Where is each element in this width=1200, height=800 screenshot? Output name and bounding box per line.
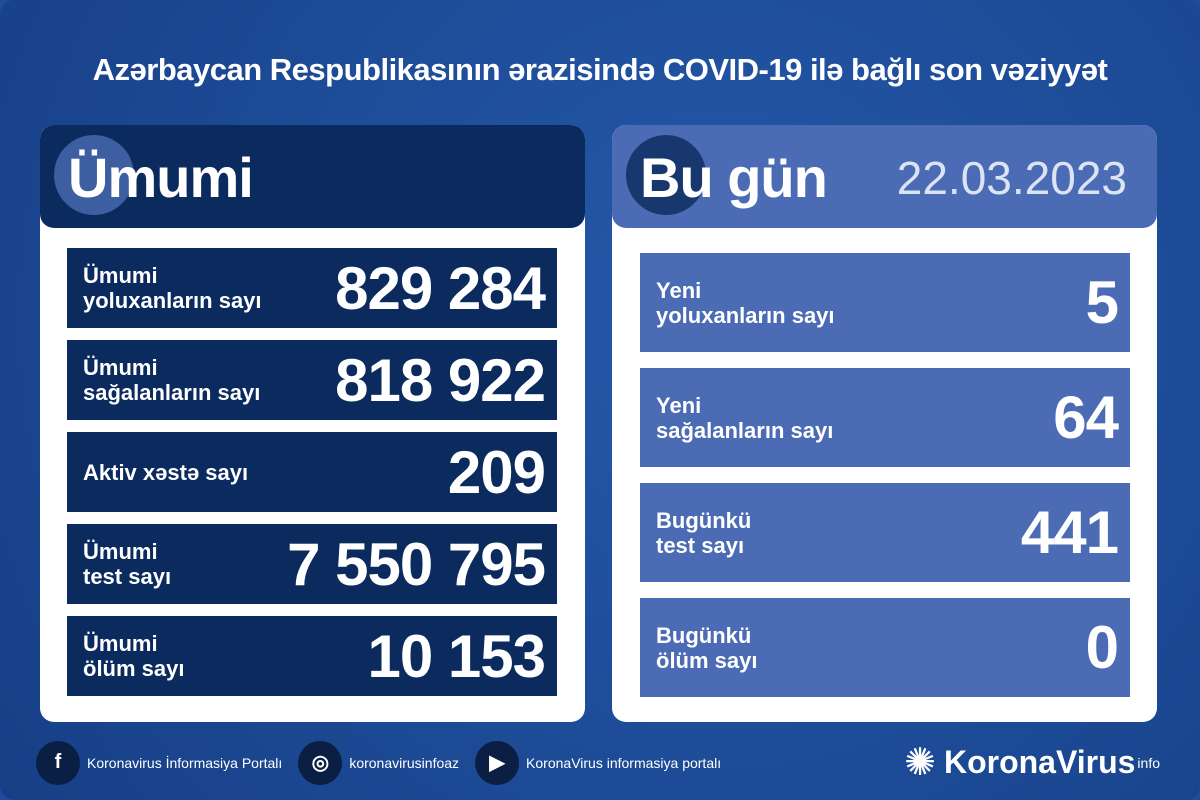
stat-label: Aktiv xəstə sayı — [83, 459, 249, 485]
stat-row: Aktiv xəstə sayı 209 — [67, 432, 557, 512]
total-panel: Ümumi Ümumi yoluxanların sayı 829 284 Ümumi… — [40, 125, 585, 722]
stat-label: Ümumi yoluxanların sayı — [83, 263, 262, 313]
virus-icon — [626, 135, 706, 215]
stat-row: Yeni sağalanların sayı 64 — [640, 368, 1130, 467]
stat-row: Yeni yoluxanların sayı 5 — [640, 253, 1130, 352]
facebook-link[interactable]: f Koronavirus İnformasiya Portalı — [36, 740, 282, 785]
stat-value: 209 — [447, 438, 546, 506]
stat-label: Yeni yoluxanların sayı — [656, 277, 835, 328]
facebook-icon: f — [36, 740, 80, 785]
stat-row: Bugünkü ölüm sayı 0 — [640, 598, 1130, 697]
stat-label: Ümumi sağalanların sayı — [83, 355, 261, 405]
total-header: Ümumi — [40, 125, 585, 228]
today-panel: Bu gün 22.03.2023 Yeni yoluxanların sayı 5… — [612, 125, 1157, 722]
stat-value: 818 922 — [335, 346, 546, 414]
stat-value: 5 — [1085, 269, 1119, 336]
instagram-icon: ◎ — [298, 740, 343, 785]
stat-row: Bugünkü test sayı 441 — [640, 483, 1130, 582]
youtube-icon: ▶ — [475, 740, 520, 785]
virus-icon — [54, 135, 134, 215]
footer: f Koronavirus İnformasiya Portalı ◎ korona… — [36, 735, 737, 790]
stat-label: Ümumi test sayı — [83, 539, 172, 589]
stat-value: 64 — [1053, 384, 1119, 451]
stat-label: Yeni sağalanların sayı — [656, 392, 834, 443]
instagram-link[interactable]: ◎ koronavirusinfoaz — [298, 740, 459, 785]
total-heading: Ümumi — [68, 146, 254, 209]
page-title: Azərbaycan Respublikasının ərazisində CO… — [92, 52, 1108, 87]
stat-value: 0 — [1085, 614, 1119, 681]
koronavirus-logo: ✺ KoronaVirus info — [904, 742, 1160, 784]
date: 22.03.2023 — [896, 152, 1127, 204]
stat-value: 10 153 — [367, 622, 546, 690]
stat-label: Bugünkü test sayı — [656, 507, 752, 558]
stat-row: Ümumi sağalanların sayı 818 922 — [67, 340, 557, 420]
stat-row: Ümumi yoluxanların sayı 829 284 — [67, 248, 557, 328]
today-heading: Bu gün — [640, 146, 828, 209]
sun-virus-icon: ✺ — [904, 742, 936, 784]
stat-value: 441 — [1020, 499, 1119, 566]
today-header: Bu gün 22.03.2023 — [612, 125, 1157, 228]
youtube-link[interactable]: ▶ KoronaVirus informasiya portalı — [475, 740, 721, 785]
stat-label: Bugünkü ölüm sayı — [656, 622, 758, 673]
stat-value: 829 284 — [335, 254, 546, 322]
stat-row: Ümumi test sayı 7 550 795 — [67, 524, 557, 604]
stat-row: Ümumi ölüm sayı 10 153 — [67, 616, 557, 696]
stat-value: 7 550 795 — [287, 530, 546, 598]
stat-label: Ümumi ölüm sayı — [83, 631, 185, 681]
